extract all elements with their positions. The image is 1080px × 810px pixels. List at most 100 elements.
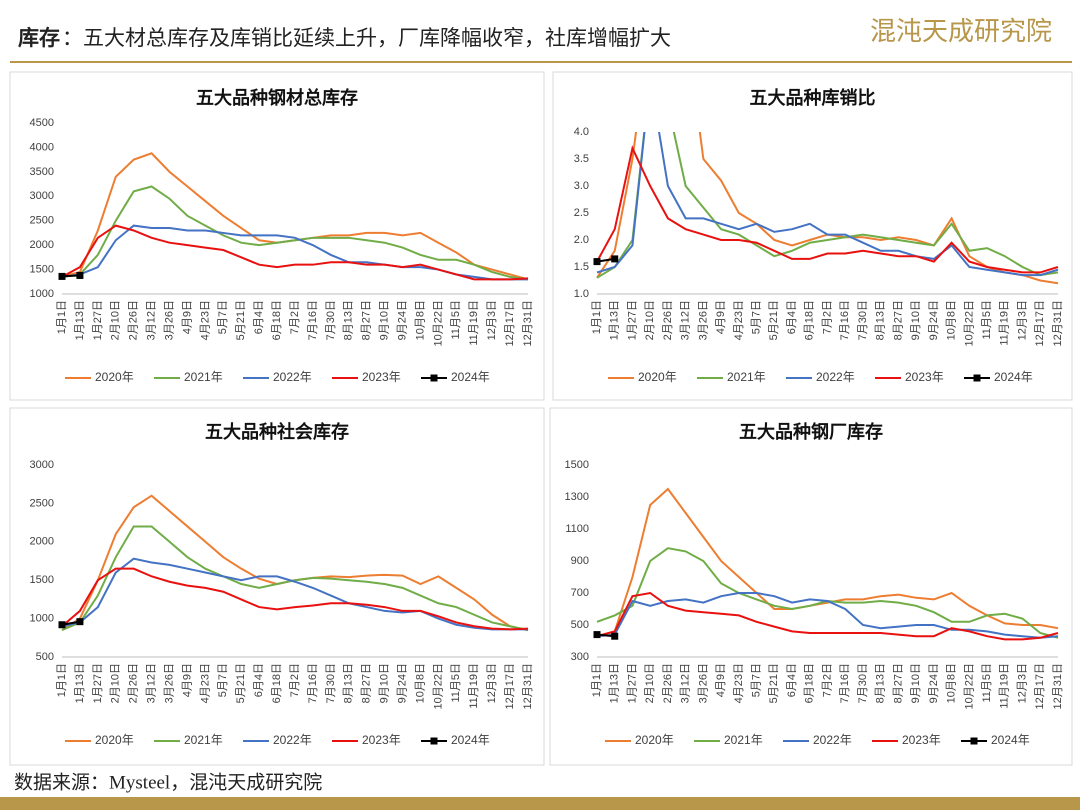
x-tick-label: 12月3日 bbox=[1016, 663, 1028, 703]
x-tick-label: 7月16日 bbox=[839, 300, 851, 340]
header-lead: 库存 bbox=[18, 26, 60, 50]
x-tick-label: 4月9日 bbox=[715, 663, 727, 697]
x-tick-label: 10月22日 bbox=[432, 300, 444, 346]
legend-marker bbox=[430, 737, 438, 745]
x-tick-label: 8月27日 bbox=[361, 300, 373, 340]
legend-label: 2024年 bbox=[991, 733, 1030, 747]
x-tick-label: 4月9日 bbox=[715, 300, 727, 334]
x-tick-label: 9月10日 bbox=[379, 300, 391, 340]
legend-marker bbox=[970, 737, 978, 745]
x-tick-label: 3月12日 bbox=[146, 300, 158, 340]
y-tick-label: 700 bbox=[571, 587, 589, 599]
x-tick-label: 5月7日 bbox=[217, 300, 229, 334]
chart-title: 五大品种库销比 bbox=[750, 87, 876, 108]
series-marker bbox=[611, 632, 619, 640]
x-tick-label: 2月10日 bbox=[110, 663, 122, 703]
x-tick-label: 7月16日 bbox=[307, 663, 319, 703]
x-tick-label: 5月21日 bbox=[235, 300, 247, 340]
y-tick-label: 2000 bbox=[30, 239, 54, 251]
x-tick-label: 3月26日 bbox=[163, 663, 175, 703]
series-line bbox=[596, 487, 1059, 638]
y-tick-label: 1.5 bbox=[574, 261, 589, 273]
x-tick-label: 10月8日 bbox=[414, 663, 426, 703]
x-tick-label: 1月1日 bbox=[56, 300, 68, 334]
x-tick-label: 1月1日 bbox=[591, 663, 603, 697]
x-tick-label: 1月13日 bbox=[609, 663, 621, 703]
y-tick-label: 1100 bbox=[565, 523, 589, 535]
x-tick-label: 5月21日 bbox=[235, 663, 247, 703]
x-tick-label: 8月27日 bbox=[892, 663, 904, 703]
y-tick-label: 4500 bbox=[30, 117, 54, 129]
legend-label: 2022年 bbox=[813, 733, 852, 747]
y-tick-label: 500 bbox=[571, 619, 589, 631]
x-tick-label: 12月17日 bbox=[504, 663, 516, 709]
x-tick-label: 8月13日 bbox=[343, 300, 355, 340]
legend-label: 2022年 bbox=[273, 370, 312, 384]
x-tick-label: 1月13日 bbox=[74, 300, 86, 340]
x-tick-label: 11月19日 bbox=[999, 300, 1011, 346]
panel bbox=[549, 407, 1073, 766]
x-tick-label: 11月5日 bbox=[450, 300, 462, 340]
y-tick-label: 1500 bbox=[565, 459, 589, 471]
y-tick-label: 2.0 bbox=[574, 234, 589, 246]
x-tick-label: 1月1日 bbox=[56, 663, 68, 697]
x-tick-label: 12月17日 bbox=[1034, 663, 1046, 709]
x-tick-label: 6月18日 bbox=[804, 300, 816, 340]
series-line bbox=[61, 185, 529, 281]
x-tick-label: 9月10日 bbox=[379, 663, 391, 703]
x-tick-label: 2月10日 bbox=[644, 663, 656, 703]
series-marker bbox=[593, 631, 601, 639]
x-tick-label: 12月31日 bbox=[1052, 663, 1064, 709]
legend-label: 2023年 bbox=[902, 733, 941, 747]
legend-label: 2021年 bbox=[727, 370, 766, 384]
y-tick-label: 500 bbox=[36, 651, 54, 663]
x-tick-label: 6月4日 bbox=[253, 663, 265, 697]
y-tick-label: 1300 bbox=[565, 491, 589, 503]
x-tick-label: 4月9日 bbox=[181, 663, 193, 697]
series-line bbox=[596, 145, 1059, 274]
legend-label: 2021年 bbox=[184, 370, 223, 384]
footer-bar bbox=[0, 797, 1080, 810]
legend-label: 2024年 bbox=[451, 370, 490, 384]
series-marker bbox=[593, 258, 601, 266]
x-tick-label: 6月4日 bbox=[253, 300, 265, 334]
x-tick-label: 7月2日 bbox=[821, 300, 833, 334]
legend-label: 2024年 bbox=[451, 733, 490, 747]
x-tick-label: 12月3日 bbox=[486, 663, 498, 703]
y-tick-label: 1.0 bbox=[574, 288, 589, 300]
x-tick-label: 2月10日 bbox=[644, 300, 656, 340]
x-tick-label: 7月30日 bbox=[857, 663, 869, 703]
x-tick-label: 2月10日 bbox=[110, 300, 122, 340]
x-tick-label: 9月10日 bbox=[910, 300, 922, 340]
legend-label: 2020年 bbox=[638, 370, 677, 384]
y-tick-label: 2500 bbox=[30, 215, 54, 227]
series-line bbox=[61, 557, 528, 631]
x-tick-label: 3月12日 bbox=[680, 300, 692, 340]
legend-label: 2021年 bbox=[724, 733, 763, 747]
y-tick-label: 1500 bbox=[30, 574, 54, 586]
series-line bbox=[596, 591, 1059, 641]
series-line bbox=[61, 525, 529, 632]
x-tick-label: 10月22日 bbox=[963, 663, 975, 709]
x-tick-label: 5月7日 bbox=[217, 663, 229, 697]
x-tick-label: 4月23日 bbox=[733, 663, 745, 703]
x-tick-label: 11月5日 bbox=[981, 663, 993, 703]
x-tick-label: 3月26日 bbox=[697, 300, 709, 340]
series-line bbox=[596, 592, 1059, 639]
y-tick-label: 1000 bbox=[30, 613, 54, 625]
legend-label: 2021年 bbox=[184, 733, 223, 747]
x-tick-label: 7月2日 bbox=[289, 663, 301, 697]
x-tick-label: 2月26日 bbox=[128, 663, 140, 703]
x-tick-label: 2月26日 bbox=[662, 300, 674, 340]
x-tick-label: 3月26日 bbox=[697, 663, 709, 703]
x-tick-label: 7月30日 bbox=[325, 663, 337, 703]
x-tick-label: 6月4日 bbox=[786, 663, 798, 697]
legend-label: 2023年 bbox=[905, 370, 944, 384]
series-marker bbox=[76, 271, 84, 279]
chart-title: 五大品种社会库存 bbox=[205, 421, 349, 442]
x-tick-label: 5月21日 bbox=[768, 300, 780, 340]
y-tick-label: 900 bbox=[571, 555, 589, 567]
x-tick-label: 12月3日 bbox=[1016, 300, 1028, 340]
x-tick-label: 4月23日 bbox=[199, 300, 211, 340]
